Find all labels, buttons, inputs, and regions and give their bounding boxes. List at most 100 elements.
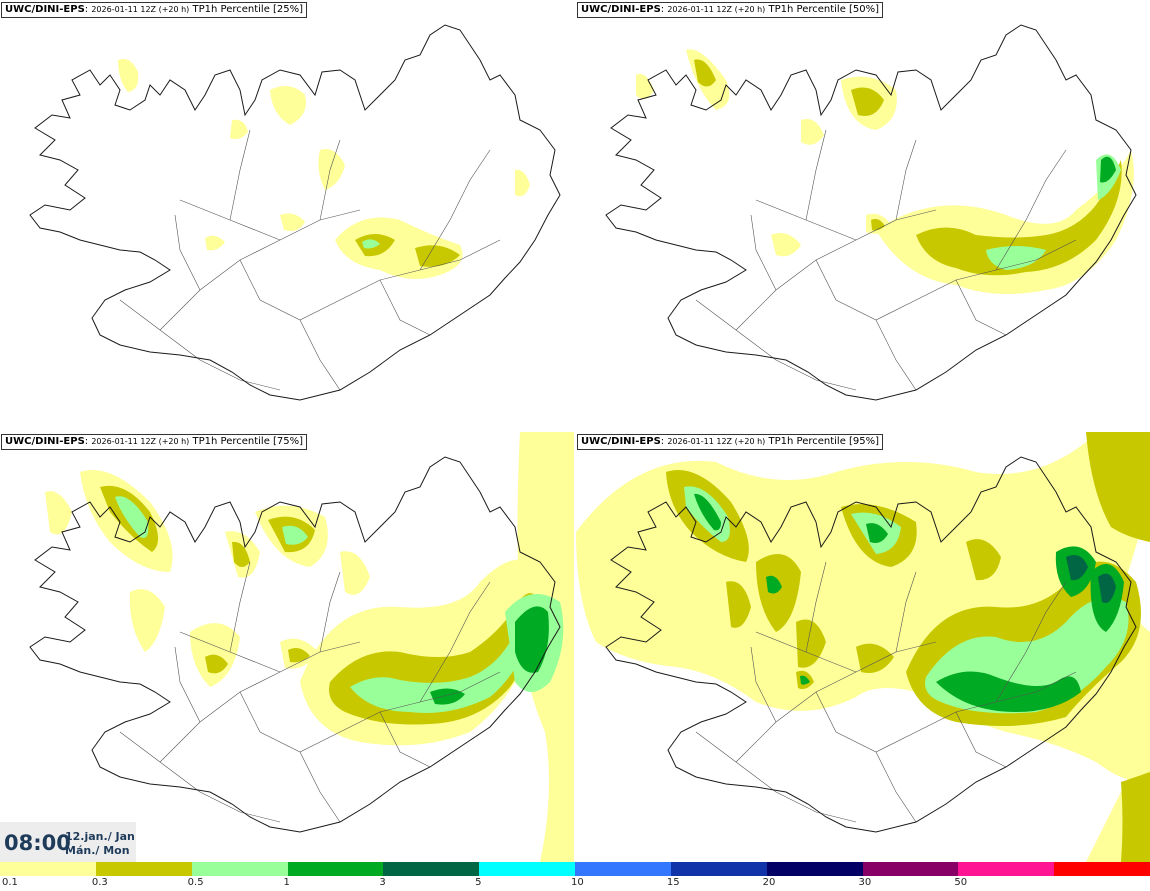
precip-contour-area <box>694 493 721 531</box>
precip-contour-area <box>916 160 1122 276</box>
iceland-coastline <box>605 24 1137 401</box>
legend-tick-label: 3 <box>379 877 386 888</box>
precip-contour-area <box>288 648 310 663</box>
precip-contour-area <box>1100 156 1116 183</box>
legend-swatch <box>479 862 576 876</box>
iceland-coastline <box>29 24 561 401</box>
precip-contour-area <box>280 213 305 231</box>
precip-contour-area <box>350 626 530 713</box>
legend-swatch <box>95 862 193 876</box>
legend-swatch <box>862 862 960 876</box>
precip-contour-area <box>800 675 810 685</box>
legend-tick-label: 0.5 <box>187 877 204 888</box>
precip-contour-area <box>515 169 530 197</box>
model-name: UWC/DINI-EPS <box>5 436 85 447</box>
road-network <box>119 129 501 391</box>
precip-contour-area <box>515 606 549 673</box>
precip-contour-area <box>230 119 248 140</box>
iceland-coastline <box>29 456 561 833</box>
run-time: 2026-01-11 12Z (+20 h) <box>91 5 190 14</box>
legend-swatch <box>191 862 289 876</box>
road-network <box>695 129 1077 391</box>
precip-contour-area <box>771 232 801 257</box>
precip-map <box>576 432 1150 862</box>
precip-contour-area <box>1098 573 1116 603</box>
road-network <box>119 561 501 823</box>
precip-contour-area <box>205 654 228 674</box>
product-name: TP1h Percentile [25%] <box>192 4 304 15</box>
precip-color-legend: 0.1 0.3 0.5 1 3 5 10 15 20 30 50 <box>0 862 1150 891</box>
legend-tick-label: 0.1 <box>2 877 18 888</box>
legend-swatch <box>670 862 768 876</box>
valid-time-box: 08:00 12.jan./ Jan Mán./ Mon <box>0 822 136 862</box>
legend-swatch <box>958 862 1056 876</box>
legend-tick-label: 1 <box>283 877 290 888</box>
precip-contour-area <box>866 523 888 543</box>
precip-contour-area <box>318 149 345 190</box>
precip-contour-area <box>270 86 306 125</box>
product-name: TP1h Percentile [95%] <box>768 436 880 447</box>
precip-contour-area <box>966 539 1001 581</box>
iceland-coastline <box>605 456 1137 833</box>
precip-contour-area <box>756 554 801 632</box>
precip-map <box>29 24 561 401</box>
precip-contour-area <box>936 671 1081 712</box>
legend-tick-label: 50 <box>954 877 968 888</box>
valid-day: Mán./ Mon <box>65 844 130 857</box>
legend-swatch <box>0 862 97 876</box>
precip-contour-area <box>115 496 149 538</box>
map-panel-p50: UWC/DINI-EPS: 2026-01-11 12Z (+20 h) TP1… <box>576 0 1150 430</box>
precip-contour-area <box>45 491 72 535</box>
valid-time: 08:00 <box>4 831 71 855</box>
legend-swatch <box>766 862 864 876</box>
legend-tick-label: 15 <box>666 877 680 888</box>
precip-contour-area <box>1121 772 1150 862</box>
product-name: TP1h Percentile [75%] <box>192 436 304 447</box>
legend-swatch <box>383 862 481 876</box>
precip-contour-area <box>1086 432 1150 542</box>
road-network <box>695 561 1077 823</box>
legend-tick-label: 10 <box>571 877 584 888</box>
legend-swatch <box>287 862 385 876</box>
panel-title: UWC/DINI-EPS: 2026-01-11 12Z (+20 h) TP1… <box>1 434 308 450</box>
precip-contour-area <box>766 575 782 594</box>
precip-contour-area <box>415 245 460 267</box>
precip-contour-area <box>796 619 826 668</box>
panel-title: UWC/DINI-EPS: 2026-01-11 12Z (+20 h) TP1… <box>1 2 308 18</box>
run-time: 2026-01-11 12Z (+20 h) <box>91 437 190 446</box>
precip-contour-area <box>232 541 250 567</box>
precip-contour-area <box>636 74 654 99</box>
model-name: UWC/DINI-EPS <box>581 436 661 447</box>
precip-contour-area <box>205 235 225 251</box>
precip-contour-area <box>129 589 165 652</box>
precip-contour-area <box>118 58 139 92</box>
legend-tick-label: 20 <box>762 877 776 888</box>
panel-title: UWC/DINI-EPS: 2026-01-11 12Z (+20 h) TP1… <box>577 2 884 18</box>
product-name: TP1h Percentile [50%] <box>768 4 880 15</box>
legend-swatch <box>1054 862 1150 876</box>
precip-map <box>29 432 574 862</box>
precip-contour-area <box>856 643 894 673</box>
precip-contour-area <box>362 239 380 249</box>
precip-contour-area <box>726 581 751 628</box>
precip-contour-area <box>430 688 465 705</box>
precip-contour-area <box>871 218 885 231</box>
map-panel-p25: UWC/DINI-EPS: 2026-01-11 12Z (+20 h) TP1… <box>0 0 574 430</box>
model-name: UWC/DINI-EPS <box>5 4 85 15</box>
precip-contour-area <box>1066 554 1088 581</box>
precip-contour-area <box>986 246 1046 270</box>
run-time: 2026-01-11 12Z (+20 h) <box>667 5 766 14</box>
panel-title: UWC/DINI-EPS: 2026-01-11 12Z (+20 h) TP1… <box>577 434 884 450</box>
map-panel-p75: UWC/DINI-EPS: 2026-01-11 12Z (+20 h) TP1… <box>0 432 574 862</box>
precip-map <box>605 24 1137 401</box>
precip-contour-area <box>851 87 884 116</box>
precip-contour-area <box>801 119 824 145</box>
legend-tick-label: 30 <box>858 877 872 888</box>
legend-tick-label: 5 <box>475 877 482 888</box>
precip-contour-area <box>282 525 308 545</box>
legend-tick-label: 0.3 <box>91 877 108 888</box>
map-panel-p95: UWC/DINI-EPS: 2026-01-11 12Z (+20 h) TP1… <box>576 432 1150 862</box>
precip-contour-area <box>340 551 370 595</box>
precip-contour-area <box>694 59 716 87</box>
legend-swatch <box>575 862 672 876</box>
